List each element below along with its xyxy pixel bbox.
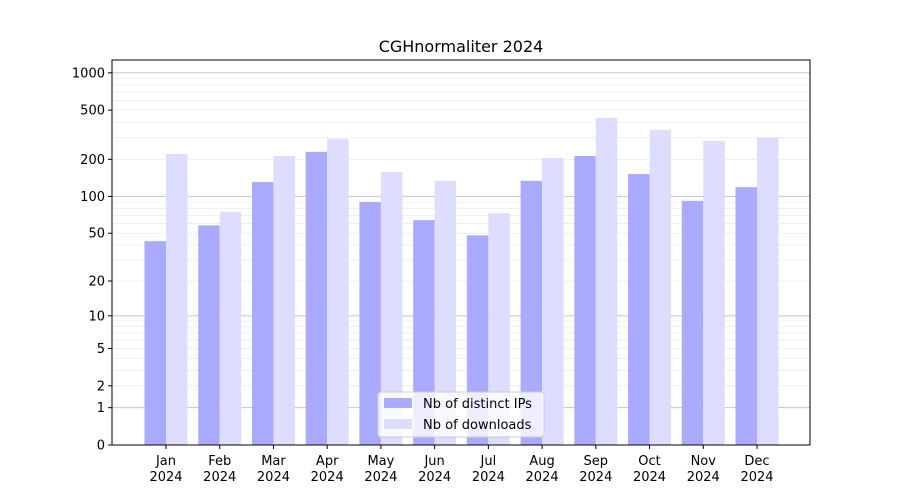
- y-tick-label: 500: [80, 104, 105, 119]
- bar-downloads: [488, 213, 510, 445]
- bar-downloads: [166, 153, 188, 446]
- y-tick-label: 50: [88, 227, 105, 242]
- bar-distinct-ips: [144, 241, 166, 445]
- chart-title: CGHnormaliter 2024: [379, 37, 544, 56]
- x-tick-label: Nov 2024: [687, 454, 720, 485]
- bar-distinct-ips: [574, 155, 596, 445]
- bar-distinct-ips: [413, 220, 435, 445]
- bar-distinct-ips: [359, 202, 381, 445]
- bar-downloads: [327, 138, 349, 446]
- legend-box: [377, 391, 545, 438]
- y-tick-label: 1: [97, 401, 105, 416]
- bar-downloads: [219, 211, 242, 445]
- bar-downloads: [757, 137, 779, 445]
- plot-area-frame: [111, 59, 811, 446]
- bar-distinct-ips: [520, 180, 543, 445]
- x-tick-label: Feb 2024: [203, 454, 236, 485]
- legend-swatch: [384, 419, 412, 429]
- x-tick-label: May 2024: [364, 454, 397, 485]
- bar-distinct-ips: [198, 225, 220, 445]
- bar-downloads: [542, 158, 564, 445]
- bar-distinct-ips: [251, 181, 274, 445]
- y-tick-label: 0: [97, 439, 105, 454]
- x-tick-label: Sep 2024: [579, 454, 612, 485]
- bar-downloads: [273, 155, 295, 445]
- y-tick-label: 100: [80, 190, 105, 205]
- legend-label: Nb of distinct IPs: [423, 397, 532, 412]
- y-tick-label: 200: [80, 153, 105, 168]
- y-tick-label: 5: [97, 342, 105, 357]
- bar-distinct-ips: [681, 200, 704, 445]
- x-tick-label: Mar 2024: [257, 454, 290, 485]
- bar-distinct-ips: [735, 187, 757, 445]
- bar-downloads: [434, 180, 457, 445]
- y-tick-label: 1000: [72, 66, 105, 81]
- x-tick-label: Jul 2024: [472, 454, 505, 485]
- bar-downloads: [703, 140, 725, 446]
- x-tick-label: Oct 2024: [633, 454, 666, 485]
- x-tick-label: Dec 2024: [740, 454, 773, 485]
- x-tick-label: Aug 2024: [526, 454, 559, 485]
- legend: Nb of distinct IPs Nb of downloads: [377, 391, 545, 438]
- bar-downloads: [595, 117, 618, 446]
- x-tick-label: Apr 2024: [311, 454, 344, 485]
- legend-swatch: [384, 398, 412, 408]
- bar-distinct-ips: [305, 151, 328, 445]
- bar-distinct-ips: [628, 174, 650, 445]
- x-tick-label: Jun 2024: [418, 454, 451, 485]
- x-tick-label: Jan 2024: [149, 454, 182, 485]
- y-tick-label: 2: [97, 379, 105, 394]
- y-tick-label: 10: [88, 309, 105, 324]
- y-tick-label: 20: [88, 275, 105, 290]
- bar-downloads: [649, 129, 672, 445]
- legend-label: Nb of downloads: [423, 418, 532, 433]
- bar-downloads: [380, 171, 403, 445]
